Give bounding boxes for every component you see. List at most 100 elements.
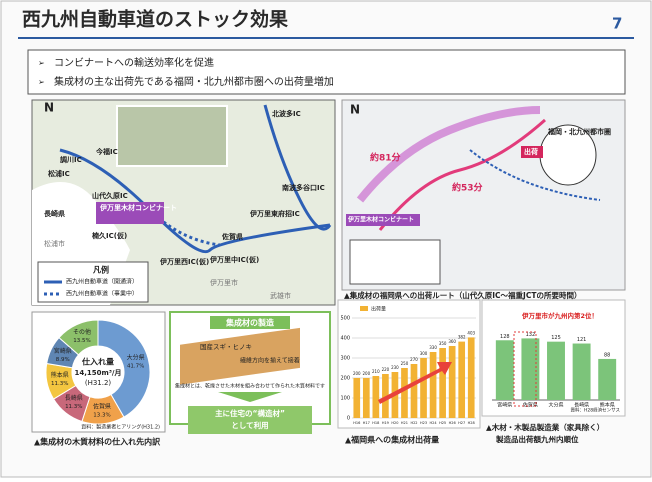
bar [420, 358, 427, 418]
bar [598, 359, 616, 400]
bar [363, 378, 370, 418]
map-1: N [32, 100, 335, 305]
legend-item: 西九州自動車道（開通済） [66, 278, 138, 286]
x-tick-label: H16 [353, 421, 360, 425]
map-label: 約53分 [452, 182, 483, 194]
x-tick-label: H19 [382, 421, 389, 425]
value-label: 330 [429, 345, 437, 350]
bar [439, 348, 446, 418]
bar [573, 344, 591, 400]
caption: ▲木材・木製品製造業（家具除く） [486, 422, 604, 432]
y-tick-label: 500 [340, 316, 350, 322]
value-label: 270 [410, 357, 418, 362]
value-label: 382 [458, 335, 466, 340]
map-label: 佐賀県 [221, 232, 243, 241]
map-label: 山代久原IC [92, 191, 128, 200]
slice-value: 41.7% [127, 363, 144, 369]
value-label: 88 [604, 352, 610, 358]
slice-name: 宮崎県 [54, 347, 72, 355]
bar [521, 338, 539, 400]
slice-value: 8.9% [56, 357, 70, 363]
bar [411, 364, 418, 418]
x-tick-label: 熊本県 [600, 402, 615, 409]
value-label: 300 [420, 351, 428, 356]
value-label: 350 [439, 341, 447, 346]
page-number: 7 [612, 15, 622, 33]
value-label: 121 [577, 337, 587, 343]
slide: 西九州自動車道のストック効果 7 ➢ コンビナートへの輸送効率化を促進 ➢ 集成… [0, 0, 652, 478]
map-label: 伊万里木材コンビナート [99, 203, 177, 212]
usage: として利用 [231, 420, 268, 430]
x-tick-label: H18 [372, 421, 379, 425]
map-label: 伊万里東府招IC [249, 209, 300, 218]
map-label: 伊万里市 [210, 278, 238, 287]
value-label: 250 [401, 361, 409, 366]
title: 西九州自動車道のストック効果 [22, 8, 288, 31]
bar [547, 342, 565, 400]
slice-name: 長崎県 [65, 394, 83, 402]
y-tick-label: 400 [340, 336, 350, 342]
bar [449, 346, 456, 418]
x-tick-label: H28 [468, 421, 475, 425]
caption: ▲集成材の木質材料の仕入れ先内訳 [34, 437, 161, 447]
value-label: 132 [526, 332, 536, 338]
bar [496, 340, 514, 400]
slice-name: その他 [73, 328, 91, 336]
source: 資料：製造業者ヒアリング(H31.2) [81, 424, 160, 431]
bullet: 集成材の主な出荷先である福岡・北九州都市圏への出荷量増加 [54, 75, 334, 88]
map-label: 福岡・北九州都市圏 [547, 127, 611, 136]
map-label: 伊万里中IC(仮) [209, 255, 259, 264]
x-tick-label: 大分県 [548, 402, 563, 409]
value-label: 230 [391, 365, 399, 370]
y-tick-label: 300 [340, 356, 350, 362]
map-label: 伊万里西IC(仮) [159, 257, 209, 266]
pie-center: (H31.2) [85, 379, 112, 387]
x-tick-label: H26 [449, 421, 456, 425]
legend-swatch [360, 306, 368, 311]
y-tick-label: 0 [347, 416, 350, 422]
x-tick-label: H27 [458, 421, 465, 425]
slice-value: 13.5% [73, 338, 90, 344]
bar [353, 378, 360, 418]
box-title: 集成材の製造 [225, 318, 274, 328]
value-label: 128 [500, 334, 510, 340]
x-tick-label: H17 [363, 421, 370, 425]
annotation: 伊万里市が九州内第2位！ [521, 311, 598, 320]
map-label: 松浦市 [44, 239, 65, 248]
map-label: 伊万里木材コンビナート [347, 216, 414, 224]
map-label: 南波多谷口IC [282, 183, 325, 192]
slice-name: 佐賀県 [93, 402, 111, 410]
value-label: 200 [362, 371, 370, 376]
legend-item: 西九州自動車道（事業中） [66, 290, 138, 298]
caption: 製造品出荷額九州内順位 [495, 434, 579, 444]
value-label: 210 [372, 369, 380, 374]
bullet: コンビナートへの輸送効率化を促進 [54, 56, 214, 69]
value-label: 200 [353, 371, 361, 376]
x-tick-label: H21 [401, 421, 408, 425]
bar [373, 376, 380, 418]
value-label: 403 [467, 330, 475, 335]
legend-title: 凡例 [93, 265, 109, 275]
y-tick-label: 200 [340, 376, 350, 382]
svg-text:N: N [350, 103, 360, 117]
x-tick-label: H20 [391, 421, 398, 425]
legend-label: 出荷量 [371, 306, 386, 313]
bar [401, 368, 408, 418]
source: 資料：H28経済センサス [570, 407, 620, 414]
value-label: 220 [382, 367, 390, 372]
y-tick-label: 100 [340, 396, 350, 402]
x-tick-label: H23 [420, 421, 427, 425]
map-label: 楠久IC(仮) [91, 231, 127, 240]
slice-value: 13.3% [93, 412, 110, 418]
map-label: 北波多IC [272, 109, 301, 118]
map-label: 調川IC [60, 155, 82, 164]
bullet-mark: ➢ [38, 59, 45, 68]
x-tick-label: 長崎県 [574, 402, 589, 409]
bar [468, 337, 475, 418]
pie-center: 仕入れ量 [81, 357, 114, 367]
value-label: 360 [448, 339, 456, 344]
pie-center: 14,150m³/月 [75, 369, 122, 377]
usage: 主に住宅の“構造材” [215, 408, 285, 418]
map-label: 武雄市 [270, 291, 291, 300]
map-label: 松浦IC [48, 169, 70, 178]
